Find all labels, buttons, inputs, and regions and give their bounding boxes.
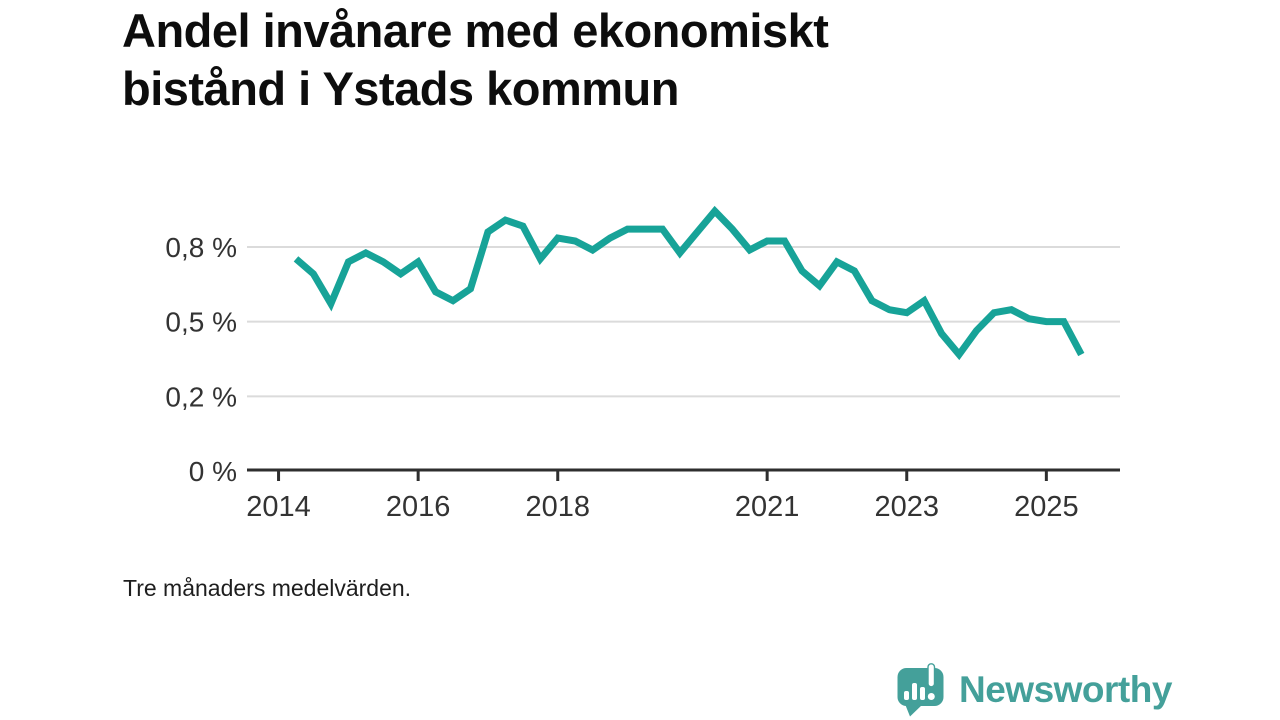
chart-title-line-2: bistånd i Ystads kommun [122, 62, 679, 115]
chart-title: Andel invånare med ekonomiskt bistånd i … [122, 2, 829, 118]
logo-exclamation-bar [927, 663, 936, 688]
y-axis-label: 0,8 % [165, 232, 237, 263]
y-axis-label: 0,2 % [165, 381, 237, 412]
data-line [293, 205, 1085, 361]
newsworthy-logo: Newsworthy [897, 663, 1172, 717]
logo-bubble [897, 668, 944, 706]
newsworthy-logo-icon [897, 663, 944, 717]
newsworthy-logo-text: Newsworthy [959, 669, 1172, 710]
x-axis-label: 2023 [874, 491, 939, 523]
x-axis-label: 2018 [525, 491, 590, 523]
chart-title-line-1: Andel invånare med ekonomiskt [122, 4, 829, 57]
logo-bar-2 [912, 683, 917, 700]
chart-canvas: 0 % 0,2 % 0,5 % 0,8 % 2014 2016 2018 2021 2023 20… [165, 205, 1120, 523]
y-axis-label: 0 % [189, 456, 237, 487]
x-axis-label: 2021 [735, 491, 800, 523]
logo-bar-3 [920, 687, 925, 700]
logo-bubble-tail [905, 704, 923, 717]
x-axis-label: 2025 [1014, 491, 1079, 523]
y-axis-label: 0,5 % [165, 307, 237, 338]
x-axis-label: 2014 [246, 491, 311, 523]
chart-footnote: Tre månaders medelvärden. [123, 575, 412, 601]
logo-exclamation-dot [927, 693, 935, 700]
logo-bar-1 [904, 691, 909, 700]
x-axis-label: 2016 [386, 491, 451, 523]
